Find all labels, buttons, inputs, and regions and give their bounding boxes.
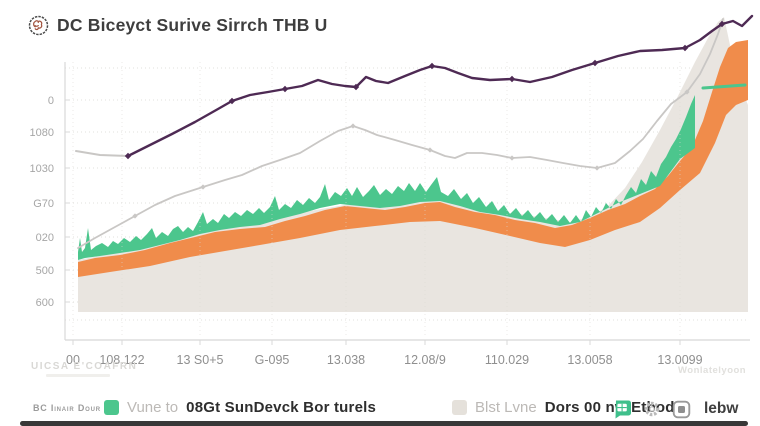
green-tail — [701, 83, 747, 90]
gray-line — [77, 18, 724, 249]
gear-icon[interactable] — [643, 400, 661, 418]
svg-text:G70: G70 — [33, 198, 54, 210]
legend-label: 08Gt SunDevck Bor turels — [186, 399, 377, 416]
legend-label: Dors 00 nw Etbod — [544, 399, 675, 416]
gray-line-marker — [350, 123, 356, 129]
footer-toolbar: lebw — [612, 399, 738, 419]
svg-text:0: 0 — [48, 95, 54, 107]
legend-swatch-green — [104, 400, 119, 415]
message-grid-icon[interactable] — [612, 399, 632, 419]
svg-text:108.122: 108.122 — [99, 353, 144, 367]
svg-text:1030: 1030 — [30, 163, 54, 175]
watermark-left-subline — [46, 374, 110, 377]
svg-text:12.08/9: 12.08/9 — [404, 353, 446, 367]
baseline-area — [78, 17, 748, 312]
purple-line-marker — [228, 97, 236, 105]
gray-line-marker — [132, 213, 138, 219]
footer-caption: BC Iinair Dour — [33, 403, 101, 413]
svg-text:13.038: 13.038 — [327, 353, 365, 367]
seal-brain-icon — [28, 15, 49, 36]
legend-prefix: Blst Lvne — [475, 399, 537, 416]
purple-line-marker — [352, 83, 360, 91]
orange-band — [78, 40, 748, 277]
chart-header: DC Biceyct Surive Sirrch THB U — [28, 15, 328, 36]
svg-text:G-095: G-095 — [255, 353, 290, 367]
legend-prefix: Vune to — [127, 399, 179, 416]
purple-line-marker — [124, 152, 132, 160]
legend-item-gray[interactable]: Blst Lvne Dors 00 nw Etbod — [452, 399, 675, 416]
svg-text:13.0099: 13.0099 — [657, 353, 702, 367]
gray-line-marker — [594, 165, 600, 171]
watermark-right: Wonlatelyoon — [678, 365, 747, 376]
purple-line-marker — [428, 62, 436, 70]
svg-text:110.029: 110.029 — [485, 353, 529, 367]
footer-right-label: lebw — [704, 400, 739, 417]
frame-icon[interactable] — [672, 400, 691, 419]
legend-item-green[interactable]: Vune to 08Gt SunDevck Bor turels — [104, 399, 376, 416]
page-title: DC Biceyct Surive Sirrch THB U — [57, 15, 328, 35]
watermark-left: UICSA E'COAFRN — [31, 361, 138, 372]
svg-text:1080: 1080 — [30, 127, 54, 139]
purple-line-marker — [281, 85, 289, 93]
purple-line-marker — [718, 20, 726, 28]
purple-line-marker — [508, 75, 516, 83]
purple-line-marker — [591, 59, 599, 67]
svg-text:13 S0+5: 13 S0+5 — [177, 353, 224, 367]
gray-line-marker — [509, 155, 515, 161]
gray-line-marker — [684, 89, 690, 95]
legend-swatch-gray — [452, 400, 467, 415]
svg-text:13.0058: 13.0058 — [567, 353, 612, 367]
gray-line-marker — [427, 147, 433, 153]
purple-line-marker — [681, 44, 689, 52]
lead-segment — [75, 150, 129, 157]
svg-text:020: 020 — [36, 232, 54, 244]
svg-text:00: 00 — [66, 353, 80, 367]
svg-text:500: 500 — [36, 265, 54, 277]
bottom-scrollbar[interactable] — [20, 421, 748, 426]
green-band — [78, 95, 695, 260]
gray-line-marker — [200, 184, 206, 190]
svg-text:600: 600 — [36, 297, 54, 309]
